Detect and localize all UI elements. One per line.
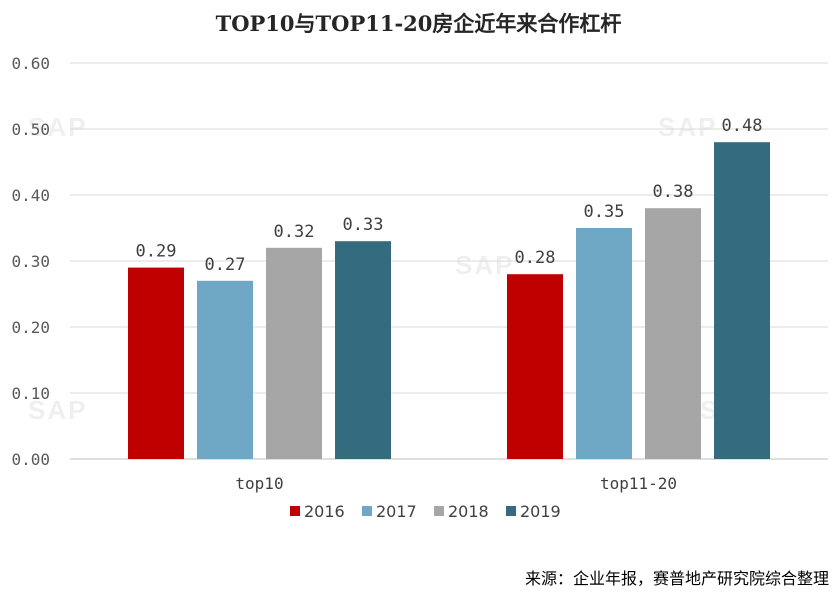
legend-label: 2017 bbox=[376, 502, 417, 521]
watermark-logo: SAP bbox=[455, 250, 515, 280]
bar-value-label: 0.38 bbox=[653, 182, 694, 202]
watermark-logo: SAP bbox=[658, 112, 718, 142]
bar-value-label: 0.48 bbox=[722, 116, 763, 136]
y-tick-label: 0.10 bbox=[11, 384, 50, 403]
y-tick-label: 0.40 bbox=[11, 186, 50, 205]
y-tick-label: 0.30 bbox=[11, 252, 50, 271]
bar bbox=[714, 142, 770, 459]
legend-label: 2019 bbox=[520, 502, 561, 521]
x-tick-label: top11-20 bbox=[600, 474, 677, 493]
source-note: 来源：企业年报，赛普地产研究院综合整理 bbox=[524, 569, 829, 588]
y-tick-label: 0.60 bbox=[11, 54, 50, 73]
bar bbox=[266, 247, 322, 459]
bar bbox=[576, 228, 632, 459]
bar-value-label: 0.28 bbox=[515, 248, 556, 268]
bar-value-label: 0.29 bbox=[136, 242, 177, 262]
legend-swatch bbox=[362, 506, 372, 516]
bar-value-label: 0.33 bbox=[343, 215, 384, 235]
legend-label: 2016 bbox=[304, 502, 345, 521]
bar bbox=[197, 280, 253, 459]
legend-label: 2018 bbox=[448, 502, 489, 521]
y-tick-label: 0.20 bbox=[11, 318, 50, 337]
y-tick-label: 0.50 bbox=[11, 120, 50, 139]
watermark-logo: SAP bbox=[28, 395, 88, 425]
y-tick-label: 0.00 bbox=[11, 450, 50, 469]
bar-value-label: 0.32 bbox=[274, 222, 315, 242]
legend-swatch bbox=[434, 506, 444, 516]
bar bbox=[128, 267, 184, 459]
x-tick-label: top10 bbox=[235, 474, 283, 493]
bar-value-label: 0.27 bbox=[205, 255, 246, 275]
legend-swatch bbox=[290, 506, 300, 516]
bar bbox=[645, 208, 701, 459]
bar-value-label: 0.35 bbox=[584, 202, 625, 222]
bar bbox=[507, 274, 563, 459]
legend-swatch bbox=[506, 506, 516, 516]
chart-title: TOP10与TOP11-20房企近年来合作杠杆 bbox=[215, 11, 622, 36]
watermark-logo: SAP bbox=[28, 112, 88, 142]
bar bbox=[335, 241, 391, 459]
